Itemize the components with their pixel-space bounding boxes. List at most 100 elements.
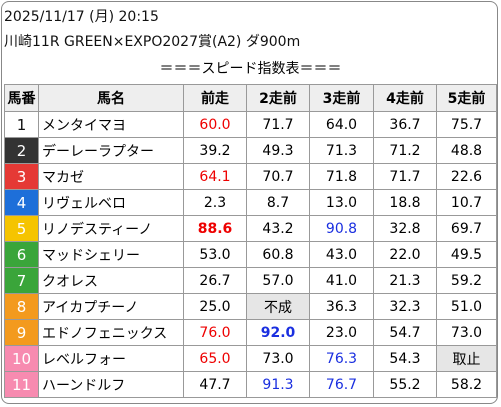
speed-index: 55.2 — [373, 371, 437, 398]
speed-index: 32.3 — [373, 293, 437, 320]
speed-index: 23.0 — [309, 319, 374, 346]
horse-number: 9 — [4, 319, 39, 346]
speed-index: 60.0 — [183, 111, 247, 138]
speed-index: 41.0 — [309, 267, 374, 294]
horse-number: 7 — [4, 267, 39, 294]
speed-index: 69.7 — [436, 215, 497, 242]
speed-index: 21.3 — [373, 267, 437, 294]
race-title: 川崎11R GREEN×EXPO2027賞(A2) ダ900m — [4, 34, 301, 50]
table-row: 3 マカゼ 64.1 70.7 71.8 71.7 22.6 — [4, 163, 497, 190]
datetime: 2025/11/17 (月) 20:15 — [4, 9, 159, 25]
speed-index: 51.0 — [436, 293, 497, 320]
speed-index: 2.3 — [183, 189, 247, 216]
table-row: 4 リヴェルベロ 2.3 8.7 13.0 18.8 10.7 — [4, 189, 497, 216]
speed-index: 73.0 — [246, 345, 310, 372]
speed-index: 60.8 — [246, 241, 310, 268]
speed-index: 39.2 — [183, 137, 247, 164]
column-header: 2走前 — [246, 84, 310, 112]
speed-index: 36.7 — [373, 111, 437, 138]
speed-index: 不成 — [246, 293, 310, 320]
speed-index: 25.0 — [183, 293, 247, 320]
speed-index: 57.0 — [246, 267, 310, 294]
table-row: 2 デーレーラプター 39.2 49.3 71.3 71.2 48.8 — [4, 137, 497, 164]
column-header: 3走前 — [309, 84, 374, 112]
speed-index: 71.8 — [309, 163, 374, 190]
table-row: 6 マッドシェリー 53.0 60.8 43.0 22.0 49.5 — [4, 241, 497, 268]
column-header: 前走 — [183, 84, 247, 112]
speed-index: 43.2 — [246, 215, 310, 242]
speed-index: 53.0 — [183, 241, 247, 268]
speed-index: 71.3 — [309, 137, 374, 164]
speed-index: 92.0 — [246, 319, 310, 346]
speed-index: 65.0 — [183, 345, 247, 372]
speed-index: 36.3 — [309, 293, 374, 320]
horse-name: ハーンドルフ — [38, 371, 184, 398]
speed-index: 75.7 — [436, 111, 497, 138]
horse-number: 10 — [4, 345, 39, 372]
column-header: 馬名 — [38, 84, 184, 112]
horse-name: リヴェルベロ — [38, 189, 184, 216]
horse-name: リノデスティーノ — [38, 215, 184, 242]
speed-index: 取止 — [436, 345, 497, 372]
speed-index: 76.0 — [183, 319, 247, 346]
speed-index: 71.7 — [373, 163, 437, 190]
column-header: 4走前 — [373, 84, 437, 112]
speed-index: 10.7 — [436, 189, 497, 216]
speed-index: 70.7 — [246, 163, 310, 190]
horse-name: メンタイマヨ — [38, 111, 184, 138]
speed-index: 73.0 — [436, 319, 497, 346]
horse-name: エドノフェニックス — [38, 319, 184, 346]
speed-index: 13.0 — [309, 189, 374, 216]
horse-name: アイカプチーノ — [38, 293, 184, 320]
speed-index: 54.3 — [373, 345, 437, 372]
horse-number: 5 — [4, 215, 39, 242]
speed-index: 64.0 — [309, 111, 374, 138]
speed-index: 18.8 — [373, 189, 437, 216]
table-row: 8 アイカプチーノ 25.0 不成 36.3 32.3 51.0 — [4, 293, 497, 320]
horse-number: 2 — [4, 137, 39, 164]
speed-index: 22.0 — [373, 241, 437, 268]
horse-name: マッドシェリー — [38, 241, 184, 268]
horse-name: レベルフォー — [38, 345, 184, 372]
speed-index: 47.7 — [183, 371, 247, 398]
speed-index: 76.7 — [309, 371, 374, 398]
horse-number: 4 — [4, 189, 39, 216]
speed-index: 8.7 — [246, 189, 310, 216]
horse-name: クオレス — [38, 267, 184, 294]
speed-index: 90.8 — [309, 215, 374, 242]
speed-index: 49.3 — [246, 137, 310, 164]
speed-index: 43.0 — [309, 241, 374, 268]
horse-name: マカゼ — [38, 163, 184, 190]
speed-index: 48.8 — [436, 137, 497, 164]
table-row: 10 レベルフォー 65.0 73.0 76.3 54.3 取止 — [4, 345, 497, 372]
horse-number: 8 — [4, 293, 39, 320]
horse-number: 3 — [4, 163, 39, 190]
speed-index: 88.6 — [183, 215, 247, 242]
speed-index: 76.3 — [309, 345, 374, 372]
speed-index: 58.2 — [436, 371, 497, 398]
speed-index: 64.1 — [183, 163, 247, 190]
table-row: 5 リノデスティーノ 88.6 43.2 90.8 32.8 69.7 — [4, 215, 497, 242]
speed-index: 49.5 — [436, 241, 497, 268]
speed-table: 馬番 馬名 前走 2走前 3走前 4走前 5走前 1 メンタイマヨ 60.0 71.7 64.0 36… — [4, 84, 497, 398]
speed-index: 71.7 — [246, 111, 310, 138]
table-row: 9 エドノフェニックス 76.0 92.0 23.0 54.7 73.0 — [4, 319, 497, 346]
horse-name: デーレーラプター — [38, 137, 184, 164]
horse-number: 11 — [4, 371, 39, 398]
speed-index: 54.7 — [373, 319, 437, 346]
horse-number: 6 — [4, 241, 39, 268]
table-row: 7 クオレス 26.7 57.0 41.0 21.3 59.2 — [4, 267, 497, 294]
speed-index: 71.2 — [373, 137, 437, 164]
header-row: 馬番 馬名 前走 2走前 3走前 4走前 5走前 — [4, 84, 497, 112]
speed-index: 32.8 — [373, 215, 437, 242]
speed-index: 59.2 — [436, 267, 497, 294]
speed-index: 26.7 — [183, 267, 247, 294]
horse-number: 1 — [4, 111, 39, 138]
speed-index: 91.3 — [246, 371, 310, 398]
subtitle: ＝＝＝スピード指数表＝＝＝ — [159, 61, 342, 77]
column-header: 5走前 — [436, 84, 497, 112]
table-row: 11 ハーンドルフ 47.7 91.3 76.7 55.2 58.2 — [4, 371, 497, 398]
table-row: 1 メンタイマヨ 60.0 71.7 64.0 36.7 75.7 — [4, 111, 497, 138]
